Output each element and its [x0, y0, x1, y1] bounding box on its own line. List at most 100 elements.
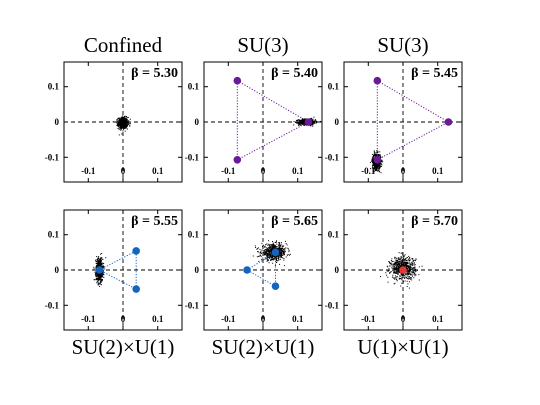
cloud-point	[309, 125, 311, 127]
cloud-point	[381, 159, 383, 161]
cloud-point	[279, 247, 281, 249]
cloud-point	[95, 262, 97, 264]
cloud-point	[293, 121, 295, 123]
cloud-point	[261, 249, 263, 251]
cloud-point	[279, 248, 281, 250]
cloud-point	[378, 171, 380, 173]
cloud-point	[405, 276, 407, 278]
cloud-point	[373, 164, 375, 166]
cloud-point	[271, 255, 273, 257]
cloud-point	[395, 265, 397, 267]
cloud-point	[395, 258, 397, 260]
cloud-point	[403, 262, 405, 264]
cloud-point	[279, 250, 281, 252]
cloud-point	[274, 244, 276, 246]
cloud-point	[97, 279, 99, 281]
cloud-point	[411, 275, 413, 277]
cloud-point	[275, 256, 277, 258]
cloud-point	[407, 266, 409, 268]
cloud-point	[101, 264, 103, 266]
cloud-point	[414, 269, 416, 271]
cloud-point	[95, 276, 97, 278]
cloud-point	[303, 121, 305, 123]
cloud-point	[268, 243, 270, 245]
cloud-point	[285, 247, 287, 249]
cloud-point	[99, 281, 101, 283]
cloud-point	[376, 154, 378, 156]
cloud-point	[124, 127, 126, 129]
cloud-point	[120, 129, 122, 131]
cloud-point	[415, 258, 417, 260]
cloud-point	[122, 123, 124, 125]
cloud-point	[376, 165, 378, 167]
cloud-point	[413, 268, 415, 270]
cloud-point	[407, 269, 409, 271]
cloud-point	[373, 151, 375, 153]
x-tick-label: -0.1	[361, 166, 376, 176]
cloud-point	[125, 127, 127, 129]
cloud-point	[414, 264, 416, 266]
cloud-point	[408, 281, 410, 283]
cloud-point	[268, 262, 270, 264]
cloud-point	[262, 252, 264, 254]
cloud-point	[101, 266, 103, 268]
cloud-point	[272, 248, 274, 250]
cloud-point	[274, 245, 276, 247]
cloud-point	[394, 272, 396, 274]
cloud-point	[375, 167, 377, 169]
cloud-point	[126, 125, 128, 127]
cloud-point	[408, 273, 410, 275]
cloud-point	[284, 250, 286, 252]
cloud-point	[301, 123, 303, 125]
cloud-point	[126, 128, 128, 130]
cloud-point	[397, 257, 399, 259]
cloud-point	[121, 125, 123, 127]
cloud-point	[99, 257, 101, 259]
cloud-point	[100, 275, 102, 277]
cloud-point	[282, 250, 284, 252]
cloud-point	[393, 271, 395, 273]
cloud-point	[410, 263, 412, 265]
cloud-point	[271, 258, 273, 260]
cloud-point	[277, 255, 279, 257]
cloud-point	[375, 153, 377, 155]
cloud-point	[373, 162, 375, 164]
cloud-point	[375, 167, 377, 169]
cloud-point	[392, 270, 394, 272]
cloud-point	[395, 262, 397, 264]
cloud-point	[269, 255, 271, 257]
cloud-point	[378, 154, 380, 156]
cloud-point	[298, 119, 300, 121]
cloud-point	[310, 118, 312, 120]
cloud-point	[301, 122, 303, 124]
cloud-point	[394, 268, 396, 270]
cloud-point	[405, 271, 407, 273]
cloud-point	[126, 123, 128, 125]
cloud-point	[373, 152, 375, 154]
cloud-point	[406, 257, 408, 259]
cloud-point	[96, 277, 98, 279]
cloud-point	[126, 126, 128, 128]
cloud-point	[270, 250, 272, 252]
cloud-point	[382, 161, 384, 163]
cloud-point	[118, 122, 120, 124]
cloud-point	[272, 247, 274, 249]
cloud-point	[284, 254, 286, 256]
cloud-point	[98, 278, 100, 280]
cloud-point	[99, 276, 101, 278]
cloud-point	[398, 258, 400, 260]
cloud-point	[397, 270, 399, 272]
cloud-point	[298, 122, 300, 124]
cloud-point	[96, 264, 98, 266]
cloud-point	[121, 124, 123, 126]
cloud-point	[279, 250, 281, 252]
cloud-point	[100, 284, 102, 286]
cloud-point	[281, 254, 283, 256]
cloud-point	[400, 274, 402, 276]
cloud-point	[405, 263, 407, 265]
cloud-point	[94, 279, 96, 281]
cloud-point	[297, 122, 299, 124]
cloud-point	[414, 275, 416, 277]
cloud-point	[391, 267, 393, 269]
cloud-point	[96, 260, 98, 262]
